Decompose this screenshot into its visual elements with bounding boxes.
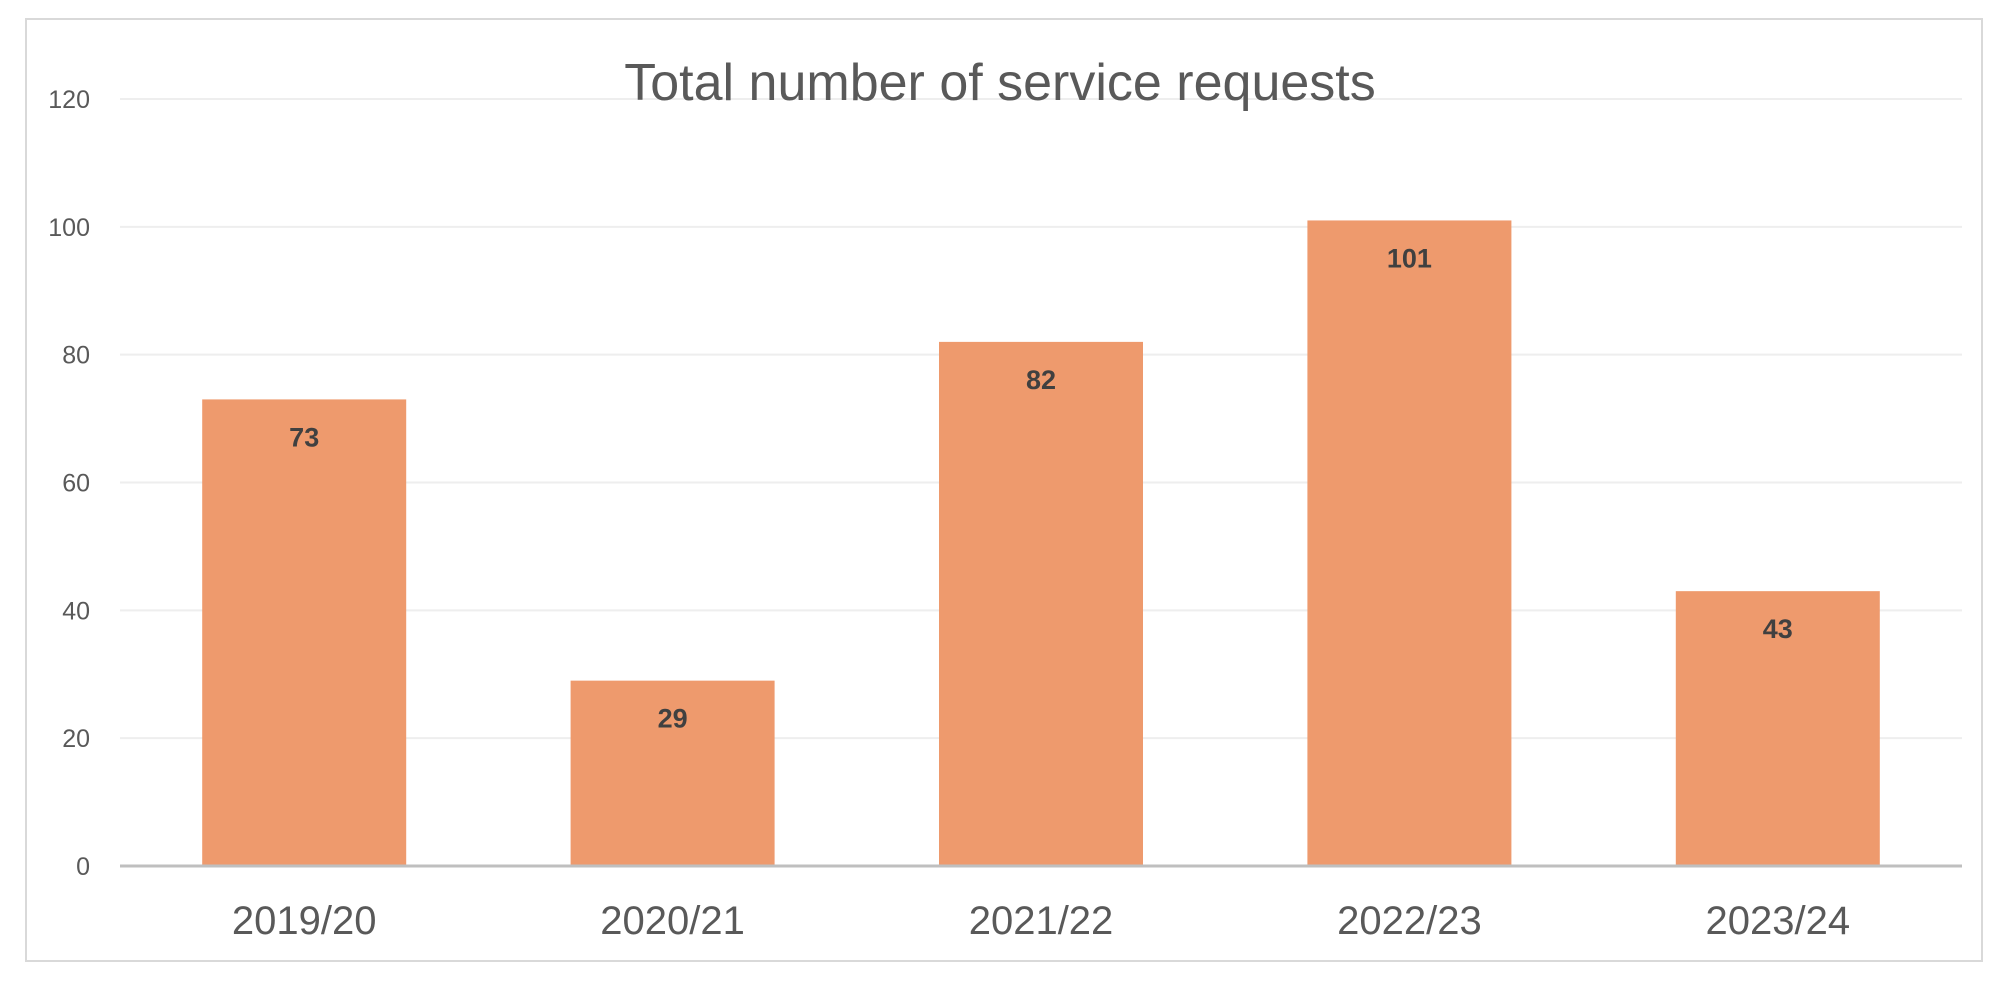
x-tick-label: 2023/24 bbox=[1706, 899, 1851, 943]
y-tick-label: 100 bbox=[48, 214, 90, 242]
data-label: 101 bbox=[1387, 243, 1432, 273]
data-label: 73 bbox=[289, 422, 319, 452]
y-tick-label: 0 bbox=[76, 853, 90, 881]
x-tick-label: 2022/23 bbox=[1337, 899, 1482, 943]
bar-2019-20 bbox=[202, 399, 407, 866]
y-tick-label: 80 bbox=[62, 342, 90, 370]
data-label: 43 bbox=[1763, 614, 1793, 644]
gridlines bbox=[120, 98, 1962, 740]
y-tick-label: 120 bbox=[48, 86, 90, 114]
bar-2021-22 bbox=[939, 341, 1143, 867]
x-tick-label: 2019/20 bbox=[232, 899, 377, 943]
chart-title: Total number of service requests bbox=[624, 54, 1375, 112]
x-tick-label: 2021/22 bbox=[969, 899, 1114, 943]
data-label: 29 bbox=[658, 704, 688, 734]
y-tick-label: 20 bbox=[62, 725, 90, 753]
y-tick-label: 60 bbox=[62, 470, 90, 498]
bar-2023-24 bbox=[1675, 591, 1880, 866]
bar-2022-23 bbox=[1307, 220, 1512, 867]
axes: 0 20 40 60 80 100 120 2019/20 2020/21 2021/22 2022… bbox=[48, 86, 1962, 943]
data-label: 82 bbox=[1026, 365, 1056, 395]
x-tick-label: 2020/21 bbox=[600, 899, 745, 943]
bars: 73 29 82 101 43 bbox=[202, 220, 1880, 867]
bar-2020-21 bbox=[570, 680, 775, 866]
y-tick-label: 40 bbox=[62, 597, 90, 625]
